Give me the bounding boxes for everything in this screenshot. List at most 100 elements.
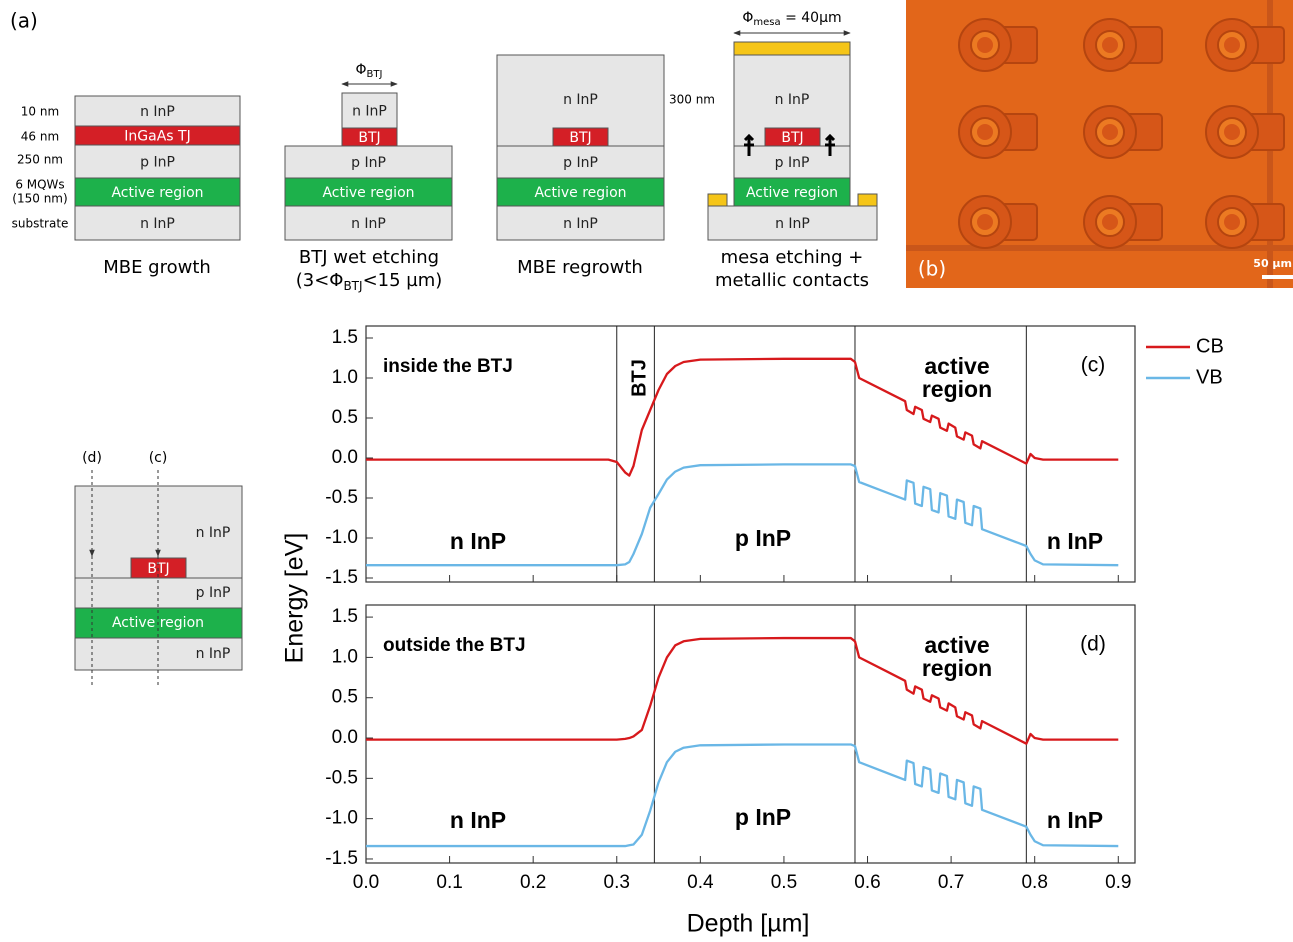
panel-label: (b) bbox=[918, 257, 946, 281]
y-tick-label: 1.5 bbox=[332, 327, 358, 348]
layer-label: Active region bbox=[111, 185, 203, 201]
region-label: p InP bbox=[735, 525, 791, 551]
x-tick-label: 0.4 bbox=[687, 872, 714, 893]
panel-label: (a) bbox=[10, 9, 38, 33]
region-label: n InP bbox=[1047, 528, 1103, 554]
layer bbox=[74, 144, 241, 179]
step-caption: MBE growth bbox=[103, 257, 211, 278]
layer bbox=[496, 177, 665, 207]
region-note: inside the BTJ bbox=[383, 356, 513, 377]
region-label: region bbox=[922, 655, 992, 681]
layer-label: n InP bbox=[140, 104, 175, 120]
layer bbox=[284, 177, 453, 207]
band-line bbox=[366, 743, 1119, 848]
scale-bar bbox=[1262, 275, 1293, 279]
plot-frame bbox=[365, 325, 1136, 583]
y-axis-label: Energy [eV] bbox=[281, 533, 309, 664]
step-caption: (3<ΦBTJ<15 µm) bbox=[296, 270, 443, 293]
carrier-symbol bbox=[824, 133, 836, 156]
layer-label: n InP bbox=[351, 216, 386, 232]
layer-label: n InP bbox=[352, 104, 387, 120]
layer-label: n InP bbox=[563, 216, 598, 232]
x-tick-label: 0.2 bbox=[520, 872, 546, 893]
band-line bbox=[366, 357, 1119, 477]
mesa-center bbox=[1102, 124, 1118, 140]
caption-part: <15 µm) bbox=[363, 270, 443, 291]
layer bbox=[496, 205, 665, 241]
scale-bar-label: 50 µm bbox=[1253, 257, 1292, 270]
contact bbox=[733, 41, 851, 56]
x-tick-label: 0.8 bbox=[1021, 872, 1047, 893]
legend-label: CB bbox=[1196, 335, 1224, 357]
layer bbox=[74, 205, 241, 241]
layer-label: p InP bbox=[351, 155, 386, 171]
dimension-subscript: BTJ bbox=[367, 69, 383, 80]
layer bbox=[74, 95, 241, 127]
step-caption: BTJ wet etching bbox=[299, 247, 439, 268]
layer bbox=[74, 177, 241, 207]
probe-label: (c) bbox=[149, 450, 168, 466]
x-tick-label: 0.5 bbox=[771, 872, 797, 893]
y-tick-label: 1.0 bbox=[332, 646, 358, 667]
mesa-center bbox=[977, 214, 993, 230]
y-tick-label: 0.0 bbox=[332, 727, 358, 748]
caption-subscript: BTJ bbox=[343, 279, 362, 293]
dimension-label: Φmesa = 40µm bbox=[742, 10, 841, 28]
mesa-center bbox=[977, 37, 993, 53]
x-tick-label: 0.1 bbox=[436, 872, 462, 893]
layer-label: n InP bbox=[196, 525, 231, 541]
y-tick-label: 0.5 bbox=[332, 407, 358, 428]
layer-label: BTJ bbox=[358, 130, 380, 146]
contact bbox=[857, 193, 878, 207]
thickness-label: 10 nm bbox=[21, 105, 59, 119]
y-tick-label: -0.5 bbox=[325, 487, 358, 508]
carrier-symbol bbox=[743, 133, 755, 156]
region-label: active bbox=[924, 353, 989, 379]
layer-label: BTJ bbox=[569, 130, 591, 146]
region-label: region bbox=[922, 376, 992, 402]
dimension-label: 300 nm bbox=[669, 93, 715, 107]
thickness-label: substrate bbox=[12, 217, 69, 231]
layer-label: BTJ bbox=[781, 130, 803, 146]
mesa-center bbox=[1102, 37, 1118, 53]
layer-label: n InP bbox=[140, 216, 175, 232]
y-tick-label: 0.5 bbox=[332, 687, 358, 708]
region-label: n InP bbox=[1047, 807, 1103, 833]
layer-label: n InP bbox=[775, 92, 810, 108]
mesa-center bbox=[1224, 37, 1240, 53]
layer-label: InGaAs TJ bbox=[124, 129, 190, 145]
thickness-label: 46 nm bbox=[21, 130, 59, 144]
y-tick-label: 0.0 bbox=[332, 447, 358, 468]
layer-label: Active region bbox=[322, 185, 414, 201]
dimension-value: = 40µm bbox=[781, 10, 842, 26]
y-tick-label: -1.0 bbox=[325, 527, 358, 548]
x-axis-label: Depth [µm] bbox=[687, 910, 810, 938]
thickness-label: 250 nm bbox=[17, 153, 63, 167]
x-tick-label: 0.6 bbox=[854, 872, 880, 893]
panel-label: (d) bbox=[1080, 633, 1106, 656]
region-label: BTJ bbox=[628, 359, 650, 397]
y-tick-label: -1.5 bbox=[325, 848, 358, 869]
layer-label: n InP bbox=[563, 92, 598, 108]
mesa-center bbox=[1224, 124, 1240, 140]
charts: -1.5 -1.0 -0.5 0.0 0.5 1.0 1.5 inside the BTJ (c… bbox=[281, 325, 1224, 938]
legend-label: VB bbox=[1196, 366, 1223, 388]
y-tick-label: 1.0 bbox=[332, 367, 358, 388]
layer-label: Active region bbox=[746, 185, 838, 201]
caption-part: (3<Φ bbox=[296, 270, 344, 291]
layer-label: p InP bbox=[140, 155, 175, 171]
region-label: active bbox=[924, 632, 989, 658]
layer-label: n InP bbox=[196, 646, 231, 662]
y-tick-label: 1.5 bbox=[332, 606, 358, 627]
step-caption: metallic contacts bbox=[715, 270, 869, 291]
dimension-subscript: mesa bbox=[753, 17, 780, 28]
y-tick-label: -1.5 bbox=[325, 567, 358, 588]
region-label: p InP bbox=[735, 804, 791, 830]
panel-label: (c) bbox=[1081, 354, 1106, 377]
step-caption: MBE regrowth bbox=[517, 257, 643, 278]
layer bbox=[284, 205, 453, 241]
step-caption: mesa etching + bbox=[721, 247, 864, 268]
mesa-center bbox=[977, 124, 993, 140]
layer bbox=[707, 205, 878, 241]
